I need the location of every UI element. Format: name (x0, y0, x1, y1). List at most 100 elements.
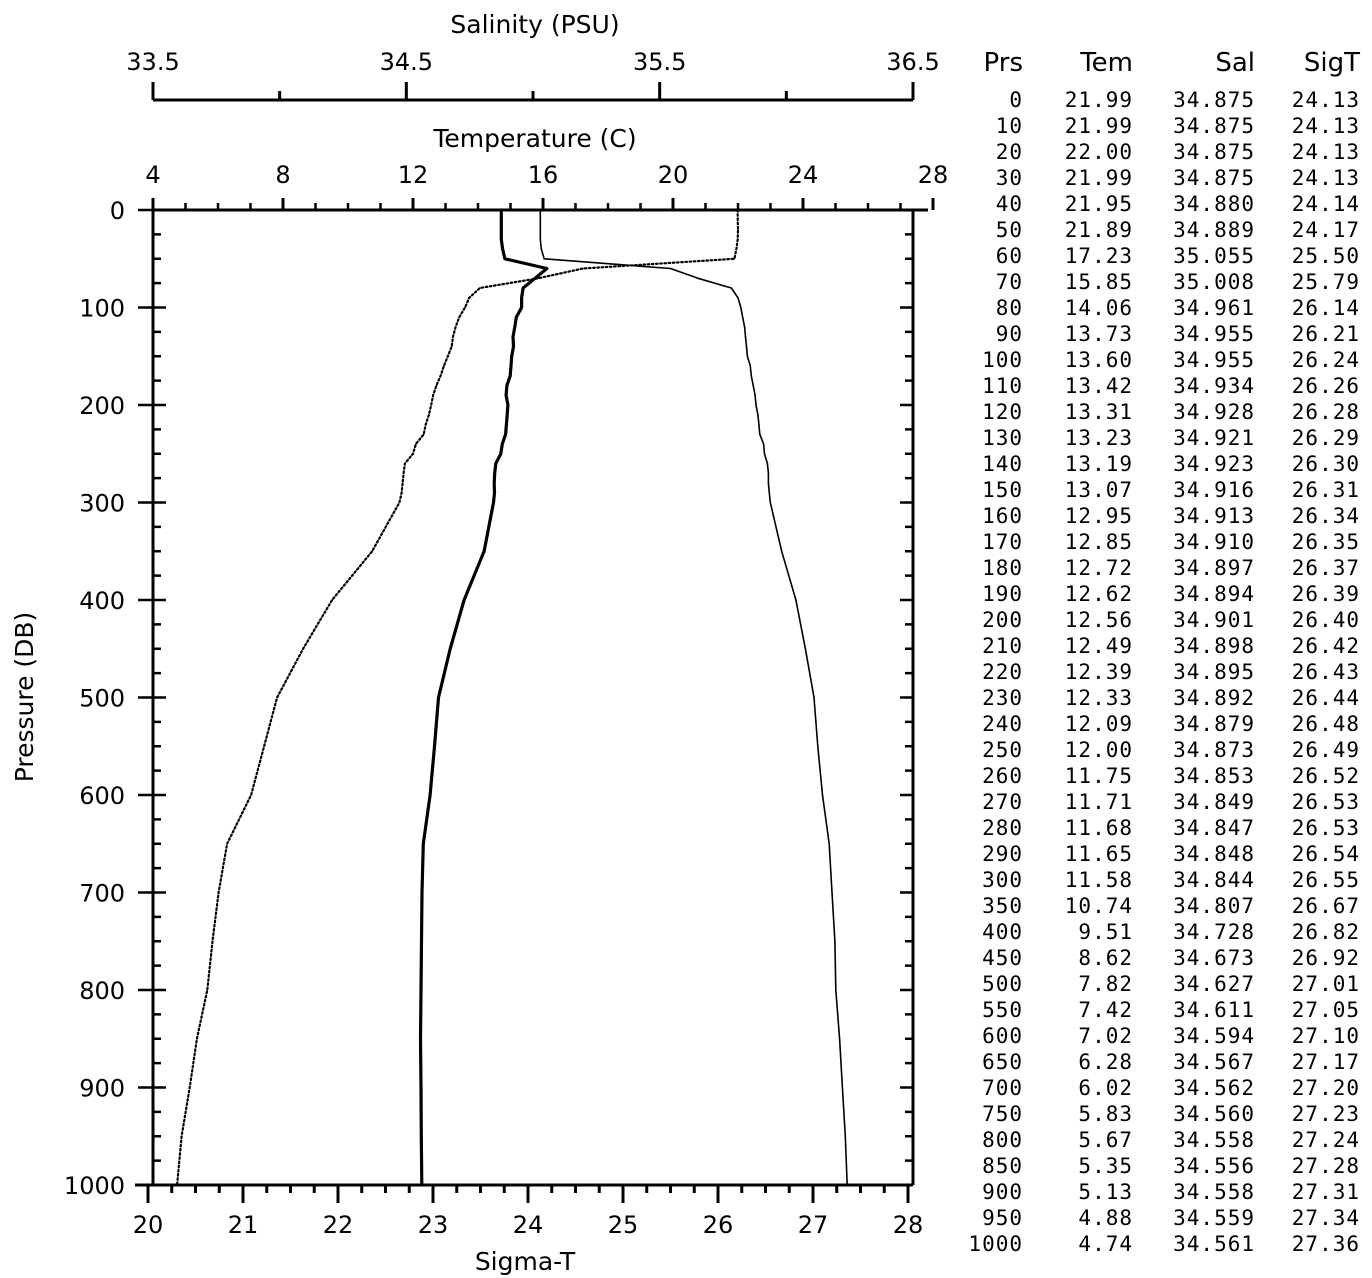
table-row: 90 13.73 34.955 26.21 (955, 322, 1365, 348)
temperature-data-point (452, 336, 454, 338)
salinity-data-point (522, 287, 524, 289)
sigma-t-tick-label: 22 (323, 1211, 354, 1239)
header-prs: Prs (983, 48, 1023, 78)
cell-sal: 34.611 (1173, 998, 1255, 1022)
sigma_t-data-point (757, 414, 759, 416)
cell-sigt: 26.35 (1291, 530, 1360, 554)
cell-tem: 5.83 (1078, 1102, 1133, 1126)
salinity-data-point (512, 345, 515, 348)
sigma_t-data-point (750, 375, 753, 377)
cell-tem: 21.95 (1064, 192, 1133, 216)
table-row: 120 13.31 34.928 26.28 (955, 400, 1365, 426)
cell-sigt: 26.39 (1291, 582, 1360, 606)
salinity-data-point (463, 599, 465, 601)
cell-prs: 800 (982, 1128, 1023, 1152)
cell-sal: 34.923 (1173, 452, 1255, 476)
temperature-data-point (428, 414, 430, 416)
salinity-data-point (509, 375, 512, 377)
cell-sigt: 26.48 (1291, 712, 1360, 736)
cell-tem: 12.62 (1064, 582, 1133, 606)
sigma-t-tick-label: 25 (608, 1211, 639, 1239)
cell-prs: 230 (982, 686, 1023, 710)
table-row: 450 8.62 34.673 26.92 (955, 946, 1365, 972)
cell-tem: 15.85 (1064, 270, 1133, 294)
sigma_t-data-point (759, 433, 761, 436)
temperature-tick-label: 16 (528, 161, 559, 189)
cell-tem: 4.74 (1078, 1232, 1133, 1256)
salinity-data-point (420, 989, 422, 991)
cell-prs: 500 (982, 972, 1023, 996)
sigma_t-data-point (838, 1038, 841, 1040)
salinity-data-point (514, 326, 516, 328)
header-sigt: SigT (1303, 48, 1360, 78)
cell-sal: 34.875 (1173, 114, 1255, 138)
cell-prs: 400 (982, 920, 1023, 944)
salinity-data-point (507, 404, 509, 406)
cell-tem: 14.06 (1064, 296, 1133, 320)
sigma_t-data-point (737, 297, 739, 299)
cell-sigt: 27.31 (1291, 1180, 1360, 1204)
table-row: 210 12.49 34.898 26.42 (955, 634, 1365, 660)
cell-prs: 270 (982, 790, 1023, 814)
sigma_t-data-point (740, 306, 742, 309)
cell-sigt: 26.53 (1291, 816, 1360, 840)
cell-prs: 240 (982, 712, 1023, 736)
sigma_t-data-point (744, 336, 747, 338)
cell-sigt: 26.37 (1291, 556, 1360, 580)
cell-sigt: 25.50 (1291, 244, 1360, 268)
table-row: 130 13.23 34.921 26.29 (955, 426, 1365, 452)
table-row: 80 14.06 34.961 26.14 (955, 296, 1365, 322)
salinity-data-point (420, 940, 423, 943)
cell-sal: 34.560 (1173, 1102, 1255, 1126)
cell-prs: 110 (982, 374, 1023, 398)
table-row: 600 7.02 34.594 27.10 (955, 1024, 1365, 1050)
sigma_t-data-point (754, 394, 756, 397)
salinity-data-point (510, 365, 512, 367)
pressure-tick-label: 600 (79, 782, 125, 810)
sigma_t-data-point (767, 482, 770, 484)
cell-prs: 180 (982, 556, 1023, 580)
temperature-data-point (447, 355, 449, 358)
salinity-data-point (534, 277, 536, 280)
header-tem: Tem (1080, 48, 1133, 78)
sigma_t-data-point (834, 940, 836, 943)
sigma_t-data-point (762, 443, 765, 445)
table-row: 950 4.88 34.559 27.34 (955, 1206, 1365, 1232)
temperature-data-point (250, 794, 252, 796)
table-row: 250 12.00 34.873 26.49 (955, 738, 1365, 764)
temperature-data-point (400, 492, 403, 494)
salinity-data-point (420, 1086, 422, 1089)
cell-sigt: 27.36 (1291, 1232, 1360, 1256)
temperature-data-point (468, 297, 471, 299)
cell-sigt: 26.67 (1291, 894, 1360, 918)
salinity-data-point (515, 316, 518, 319)
cell-prs: 650 (982, 1050, 1023, 1074)
cell-prs: 200 (982, 608, 1023, 632)
table-header: Prs Tem Sal SigT (955, 48, 1365, 88)
temperature-tick-label: 4 (145, 161, 160, 189)
cell-sigt: 26.44 (1291, 686, 1360, 710)
sigma_t-data-point (758, 423, 760, 426)
cell-prs: 950 (982, 1206, 1023, 1230)
table-row: 200 12.56 34.901 26.40 (955, 608, 1365, 634)
cell-sal: 34.728 (1173, 920, 1255, 944)
salinity-tick-label: 35.5 (633, 48, 686, 76)
cell-sal: 34.807 (1173, 894, 1255, 918)
cell-tem: 13.42 (1064, 374, 1133, 398)
temperature-data-point (401, 482, 404, 484)
cell-sal: 34.558 (1173, 1180, 1255, 1204)
temperature-data-point (458, 316, 461, 319)
salinity-data-point (512, 336, 514, 338)
cell-tem: 12.85 (1064, 530, 1133, 554)
cell-sigt: 27.23 (1291, 1102, 1360, 1126)
table-row: 110 13.42 34.934 26.26 (955, 374, 1365, 400)
cell-sal: 34.955 (1173, 348, 1255, 372)
cell-sigt: 26.43 (1291, 660, 1360, 684)
sigma_t-data-point (846, 1184, 848, 1186)
salinity-axis-title: Salinity (PSU) (450, 10, 619, 39)
table-row: 700 6.02 34.562 27.20 (955, 1076, 1365, 1102)
cell-prs: 70 (995, 270, 1023, 294)
sigma_t-data-point (763, 453, 766, 455)
pressure-tick-label: 500 (79, 685, 125, 713)
cell-sal: 34.875 (1173, 140, 1255, 164)
